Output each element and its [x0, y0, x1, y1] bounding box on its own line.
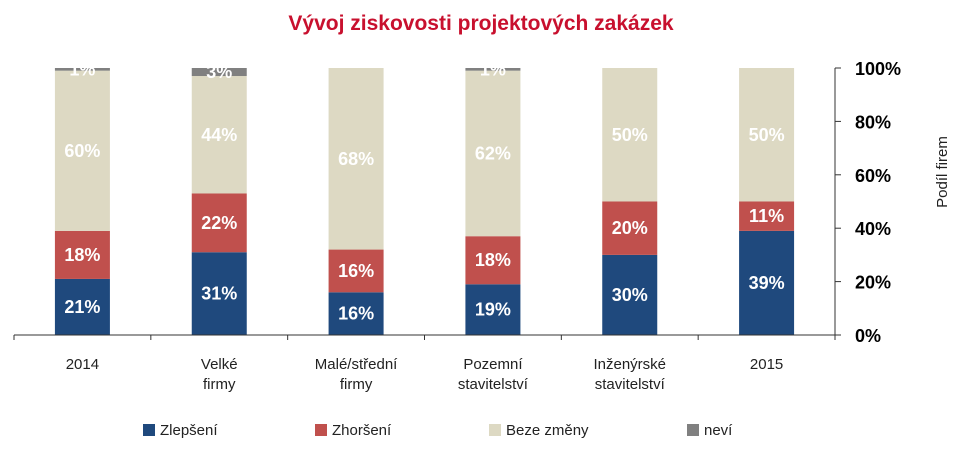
bar-value-label: 19% — [475, 300, 511, 320]
plot-area: 21% 18% 60% 1% 31% 22% 44% 3% 16% 16% 68% 19% 18% 62%… — [54, 59, 795, 335]
bar-value-label: 30% — [612, 285, 648, 305]
y-tick-label: 0% — [855, 326, 881, 346]
x-tick-label: Velké — [201, 356, 238, 373]
bar-value-label: 3% — [206, 62, 232, 82]
bar-value-label: 11% — [749, 206, 784, 226]
bar-segment — [54, 68, 110, 71]
bar-segment — [54, 278, 110, 335]
bar-segment — [739, 230, 795, 335]
legend-label: Zhoršení — [332, 422, 392, 439]
bar-value-label: 16% — [338, 304, 374, 324]
y-tick-label: 100% — [855, 59, 901, 79]
bar-value-label: 1% — [69, 59, 95, 79]
bar-segment — [465, 284, 521, 335]
bar-value-label: 68% — [338, 149, 374, 169]
bar-segment — [465, 70, 521, 237]
bar-value-label: 20% — [612, 218, 648, 238]
bar-value-label: 62% — [475, 143, 511, 163]
bar-value-label: 18% — [475, 250, 511, 270]
bar-segment — [328, 292, 384, 335]
bar-value-label: 44% — [201, 125, 237, 145]
bar-segment — [328, 68, 384, 250]
x-tick-label: stavitelství — [595, 376, 666, 393]
bar-segment — [54, 230, 110, 279]
legend-label: Zlepšení — [160, 422, 218, 439]
bar-segment — [54, 70, 110, 231]
y-tick-label: 40% — [855, 219, 891, 239]
bar-value-label: 50% — [612, 125, 648, 145]
bar-value-label: 1% — [480, 59, 506, 79]
bar-segment — [328, 249, 384, 293]
bar-segment — [739, 201, 795, 231]
x-tick-label: 2014 — [66, 356, 99, 373]
y-tick-label: 20% — [855, 273, 891, 293]
y-tick-label: 60% — [855, 166, 891, 186]
x-tick-label: Pozemní — [463, 356, 523, 373]
bar-segment — [191, 68, 247, 77]
y-tick-label: 80% — [855, 112, 891, 132]
bar-segment — [191, 252, 247, 335]
x-tick-label: Inženýrské — [593, 356, 666, 373]
x-tick-label: firmy — [340, 376, 373, 393]
x-axis: 2014 Velké firmy Malé/střední firmy Pozemní st… — [13, 334, 836, 393]
legend-swatch — [687, 424, 699, 436]
bar-segment — [191, 76, 247, 194]
legend-swatch — [143, 424, 155, 436]
bar-segment — [739, 68, 795, 202]
y-axis: 0% 20% 40% 60% 80% 100% — [834, 59, 901, 346]
y-axis-title: Podíl firem — [934, 136, 951, 208]
bar-value-label: 31% — [201, 284, 237, 304]
bar-value-label: 50% — [749, 125, 785, 145]
chart-title: Vývoj ziskovosti projektových zakázek — [288, 12, 673, 35]
legend-swatch — [315, 424, 327, 436]
bar-value-label: 21% — [64, 297, 100, 317]
bar-value-label: 39% — [749, 273, 785, 293]
bar-value-label: 22% — [201, 213, 237, 233]
bar-segment — [602, 68, 658, 202]
legend-swatch — [489, 424, 501, 436]
bar-value-label: 16% — [338, 261, 374, 281]
bar-segment — [465, 236, 521, 285]
x-tick-label: firmy — [203, 376, 236, 393]
bar-segment — [602, 201, 658, 255]
x-tick-label: 2015 — [750, 356, 783, 373]
legend: Zlepšení Zhoršení Beze změny neví — [143, 422, 733, 439]
x-tick-label: stavitelství — [458, 376, 529, 393]
bar-segment — [465, 68, 521, 71]
x-tick-label: Malé/střední — [315, 356, 398, 373]
legend-label: neví — [704, 422, 733, 439]
bar-segment — [602, 254, 658, 335]
legend-label: Beze změny — [506, 422, 589, 439]
bar-segment — [191, 193, 247, 253]
bar-value-label: 60% — [64, 141, 100, 161]
bar-value-label: 18% — [64, 245, 100, 265]
